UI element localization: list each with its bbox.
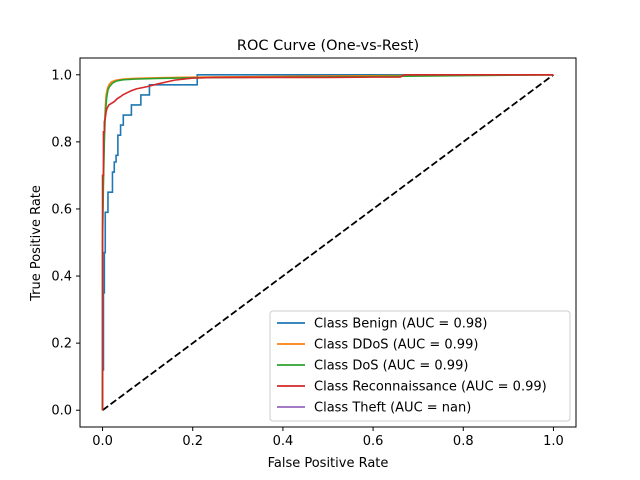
y-axis-label: True Positive Rate [29, 185, 44, 302]
y-tick-label: 1.0 [51, 68, 72, 83]
roc-line-0 [101, 73, 554, 411]
y-tick-label: 0.4 [51, 270, 72, 285]
roc-line-3 [101, 73, 554, 411]
y-tick-label: 0.2 [51, 337, 72, 352]
legend-box [269, 310, 571, 422]
x-tick-label: 0.0 [92, 434, 113, 449]
legend: Class Benign (AUC = 0.98) Class DDoS (AUC… [269, 310, 571, 422]
axes-frame [79, 57, 577, 428]
y-tick-label: 0.0 [51, 404, 72, 419]
legend-label-4: Class Theft (AUC = nan) [314, 401, 471, 416]
x-tick-label: 0.6 [363, 434, 384, 449]
x-tick-label: 1.0 [543, 434, 564, 449]
x-tick-label: 0.4 [273, 434, 294, 449]
y-tick-label: 0.8 [51, 135, 72, 150]
y-tick-label: 0.6 [51, 202, 72, 217]
chance-diagonal-line [102, 74, 554, 411]
x-tick-label: 0.2 [182, 434, 203, 449]
legend-label-1: Class DDoS (AUC = 0.99) [314, 338, 478, 353]
x-axis-label: False Positive Rate [268, 456, 389, 471]
legend-label-2: Class DoS (AUC = 0.99) [314, 359, 468, 374]
chart-title: ROC Curve (One-vs-Rest) [237, 38, 419, 54]
legend-label-3: Class Reconnaissance (AUC = 0.99) [314, 380, 547, 395]
plot-area [101, 73, 554, 411]
axes: 0.0 0.2 0.4 0.6 0.8 1.0 0.0 0.2 0.4 0.6 0.8 1.0 [51, 57, 577, 449]
legend-label-0: Class Benign (AUC = 0.98) [314, 317, 487, 332]
x-tick-label: 0.8 [453, 434, 474, 449]
series-group [101, 73, 554, 411]
